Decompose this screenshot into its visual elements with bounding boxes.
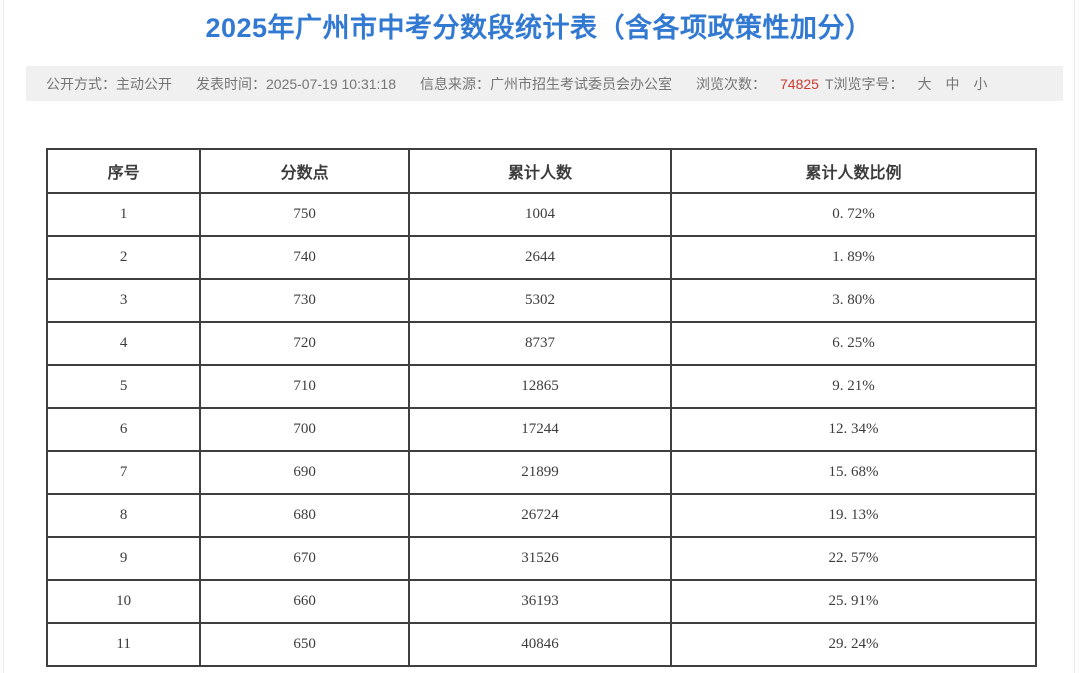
table-header-row: 序号 分数点 累计人数 累计人数比例: [45, 148, 1037, 194]
publish-time: 发表时间：2025-07-19 10:31:18: [196, 74, 396, 94]
table-cell: 3: [45, 278, 202, 323]
info-source-label: 信息来源：: [420, 75, 490, 92]
info-source: 信息来源：广州市招生考试委员会办公室: [420, 74, 672, 94]
table-cell: 29. 24%: [670, 622, 1037, 667]
table-cell: 710: [199, 364, 410, 409]
table-cell: 2: [45, 235, 202, 280]
table-cell: 5302: [407, 278, 673, 323]
table-row: 1 750 1004 0. 72%: [45, 192, 1037, 237]
table-row: 11 650 40846 29. 24%: [45, 622, 1037, 667]
table-cell: 17244: [407, 407, 673, 452]
table-cell: 0. 72%: [670, 192, 1037, 237]
table-cell: 680: [199, 493, 410, 538]
table-row: 9 670 31526 22. 57%: [45, 536, 1037, 581]
publish-method-label: 公开方式：: [46, 75, 116, 92]
table-cell: 690: [199, 450, 410, 495]
table-row: 10 660 36193 25. 91%: [45, 579, 1037, 624]
table-cell: 740: [199, 235, 410, 280]
table-cell: 6: [45, 407, 202, 452]
font-size-options: 大中小: [904, 74, 988, 94]
table-cell: 1. 89%: [670, 235, 1037, 280]
table-cell: 10: [45, 579, 202, 624]
table-row: 5 710 12865 9. 21%: [45, 364, 1037, 409]
table-row: 7 690 21899 15. 68%: [45, 450, 1037, 495]
font-size-label: T浏览字号：: [824, 75, 904, 92]
font-size-option-1[interactable]: 大: [917, 75, 932, 92]
score-statistics-table: 序号 分数点 累计人数 累计人数比例 1 750 1004 0. 72% 2 740 2644 1.…: [45, 148, 1037, 667]
publish-time-label: 发表时间：: [196, 75, 266, 92]
table-cell: 7: [45, 450, 202, 495]
table-cell: 660: [199, 579, 410, 624]
table-row: 6 700 17244 12. 34%: [45, 407, 1037, 452]
table-cell: 11: [45, 622, 202, 667]
table-cell: 36193: [407, 579, 673, 624]
publish-time-value: 2025-07-19 10:31:18: [266, 75, 396, 92]
column-header: 序号: [45, 148, 202, 194]
font-size-switcher: T浏览字号：大中小: [825, 74, 988, 94]
table-cell: 12. 34%: [670, 407, 1037, 452]
table-cell: 15. 68%: [670, 450, 1037, 495]
table-cell: 8: [45, 493, 202, 538]
font-size-option-2[interactable]: 中: [945, 75, 960, 92]
meta-bar: 公开方式：主动公开 发表时间：2025-07-19 10:31:18 信息来源：…: [26, 66, 1063, 101]
view-count-label: 浏览次数：: [696, 75, 766, 92]
table-cell: 19. 13%: [670, 493, 1037, 538]
table-cell: 1: [45, 192, 202, 237]
table-cell: 720: [199, 321, 410, 366]
page-container: 2025年广州市中考分数段统计表（含各项政策性加分） 公开方式：主动公开 发表时…: [3, 0, 1075, 673]
table-cell: 700: [199, 407, 410, 452]
table-cell: 25. 91%: [670, 579, 1037, 624]
table-cell: 5: [45, 364, 202, 409]
publish-method: 公开方式：主动公开: [46, 74, 172, 94]
table-cell: 21899: [407, 450, 673, 495]
table-cell: 2644: [407, 235, 673, 280]
table-row: 2 740 2644 1. 89%: [45, 235, 1037, 280]
table-cell: 31526: [407, 536, 673, 581]
page-title: 2025年广州市中考分数段统计表（含各项政策性加分）: [205, 13, 873, 43]
table-row: 8 680 26724 19. 13%: [45, 493, 1037, 538]
table-cell: 26724: [407, 493, 673, 538]
table-cell: 9: [45, 536, 202, 581]
table-cell: 750: [199, 192, 410, 237]
table-cell: 4: [45, 321, 202, 366]
table-cell: 3. 80%: [670, 278, 1037, 323]
table-cell: 6. 25%: [670, 321, 1037, 366]
table-cell: 650: [199, 622, 410, 667]
column-header: 分数点: [199, 148, 410, 194]
table-cell: 9. 21%: [670, 364, 1037, 409]
table-cell: 22. 57%: [670, 536, 1037, 581]
publish-method-value: 主动公开: [116, 75, 172, 92]
column-header: 累计人数比例: [670, 148, 1037, 194]
table-cell: 670: [199, 536, 410, 581]
view-count-value: 74825: [780, 75, 819, 92]
view-count: 浏览次数： 74825: [696, 74, 825, 94]
table-row: 3 730 5302 3. 80%: [45, 278, 1037, 323]
table-cell: 12865: [407, 364, 673, 409]
info-source-value: 广州市招生考试委员会办公室: [490, 75, 672, 92]
table-row: 4 720 8737 6. 25%: [45, 321, 1037, 366]
table-cell: 1004: [407, 192, 673, 237]
column-header: 累计人数: [407, 148, 673, 194]
font-size-option-3[interactable]: 小: [973, 75, 988, 92]
table-cell: 730: [199, 278, 410, 323]
table-cell: 40846: [407, 622, 673, 667]
table-cell: 8737: [407, 321, 673, 366]
table-body: 1 750 1004 0. 72% 2 740 2644 1. 89% 3 730 5302 3. 8…: [45, 192, 1037, 667]
